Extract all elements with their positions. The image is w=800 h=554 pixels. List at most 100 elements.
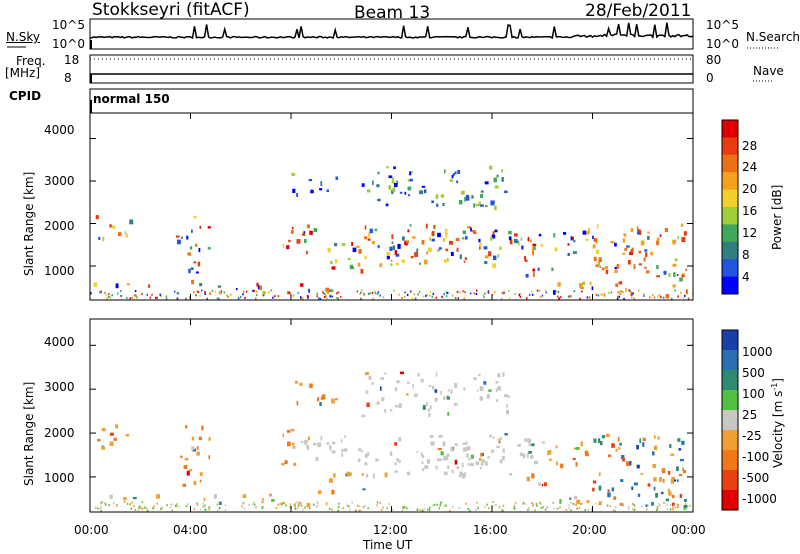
- power-echo: [195, 243, 198, 247]
- velocity-echo: [384, 372, 387, 375]
- power-echo: [287, 291, 290, 295]
- power-echo: [447, 258, 449, 262]
- power-near-range-echo: [657, 295, 659, 298]
- velocity-echo: [461, 462, 464, 468]
- velocity-echo: [572, 457, 576, 460]
- power-echo: [571, 236, 574, 240]
- power-echo: [306, 250, 308, 255]
- velocity-near-range-echo: [208, 506, 210, 509]
- velocity-echo: [425, 402, 428, 406]
- velocity-echo: [497, 373, 501, 378]
- power-near-range-echo: [165, 297, 168, 300]
- velocity-echo: [607, 492, 611, 498]
- power-near-range-echo: [264, 292, 267, 295]
- velocity-near-range-echo: [138, 505, 141, 508]
- power-near-range-echo: [131, 296, 133, 299]
- power-echo: [259, 285, 262, 291]
- xtick-4: 16:00: [473, 523, 508, 537]
- velocity-near-range-echo: [580, 503, 582, 505]
- power-echo: [533, 246, 536, 251]
- velocity-near-range-echo: [439, 504, 442, 507]
- power-near-range-echo: [133, 294, 136, 297]
- velocity-echo: [544, 482, 547, 487]
- velocity-echo: [306, 503, 311, 508]
- power-echo: [457, 169, 461, 174]
- power-near-range-echo: [160, 295, 162, 298]
- power-near-range-echo: [406, 294, 409, 296]
- power-near-range-echo: [214, 290, 217, 293]
- power-echo: [456, 180, 459, 184]
- power-echo: [462, 237, 465, 240]
- velocity-echo: [429, 435, 434, 438]
- power-echo: [282, 244, 285, 248]
- velocity-near-range-echo: [97, 507, 99, 510]
- velocity-near-range-echo: [422, 509, 424, 512]
- power-near-range-echo: [618, 291, 620, 294]
- velocity-near-range-echo: [316, 504, 318, 507]
- power-near-range-echo: [255, 294, 258, 297]
- power-echo: [644, 266, 647, 269]
- velocity-echo: [406, 471, 411, 476]
- power-echo: [377, 171, 380, 175]
- power-near-range-echo: [325, 295, 327, 298]
- velocity-echo: [574, 495, 578, 500]
- velocity-near-range-echo: [476, 501, 478, 504]
- power-echo: [414, 252, 418, 257]
- power-echo: [335, 259, 338, 264]
- velocity-echo: [376, 401, 380, 405]
- power-echo: [435, 194, 439, 199]
- velocity-echo: [647, 483, 651, 487]
- power-near-range-echo: [413, 293, 416, 296]
- velocity-echo: [366, 402, 370, 408]
- velocity-echo: [372, 473, 375, 479]
- power-echo: [650, 251, 653, 256]
- velocity-echo: [574, 447, 577, 450]
- power-echo: [492, 231, 495, 235]
- velocity-echo: [281, 463, 285, 466]
- power-near-range-echo: [109, 296, 111, 299]
- power-near-range-echo: [325, 291, 328, 294]
- velocity-echo: [481, 459, 486, 463]
- power-near-range-echo: [90, 292, 92, 295]
- power-echo: [386, 252, 391, 256]
- velocity-near-range-echo: [156, 502, 158, 505]
- velocity-echo: [447, 411, 450, 416]
- power-near-range-echo: [316, 292, 319, 295]
- power-near-range-echo: [536, 289, 539, 292]
- velocity-panel-frame: [89, 318, 694, 513]
- power-near-range-echo: [412, 297, 414, 300]
- power-echo: [432, 231, 435, 236]
- velocity-echo: [361, 473, 364, 476]
- power-echo: [508, 230, 512, 235]
- power-near-range-echo: [272, 296, 274, 299]
- power-echo: [431, 238, 435, 242]
- power-echo: [672, 284, 676, 288]
- velocity-echo: [380, 377, 384, 380]
- velocity-near-range-echo: [304, 506, 306, 509]
- power-near-range-echo: [100, 290, 102, 293]
- velocity-echo: [499, 459, 503, 464]
- velocity-near-range-echo: [224, 504, 227, 507]
- power-near-range-echo: [263, 294, 265, 297]
- power-colorbar-swatch: [722, 154, 738, 173]
- velocity-echo: [678, 473, 683, 477]
- velocity-echo: [440, 391, 442, 395]
- power-echo: [392, 176, 394, 182]
- power-echo: [425, 223, 428, 229]
- velocity-echo: [489, 434, 492, 438]
- velocity-echo: [321, 394, 326, 399]
- velocity-echo: [290, 428, 295, 432]
- power-near-range-echo: [531, 293, 534, 296]
- velocity-near-range-echo: [175, 505, 177, 508]
- velocity-echo: [113, 437, 117, 441]
- power-near-range-echo: [677, 295, 679, 298]
- power-near-range-echo: [356, 290, 359, 293]
- power-near-range-echo: [277, 295, 280, 298]
- power-scatter: [90, 165, 694, 300]
- power-echo: [493, 177, 497, 183]
- velocity-near-range-echo: [584, 509, 586, 512]
- power-near-range-echo: [332, 290, 334, 293]
- station-title: Stokkseyri (fitACF): [92, 0, 250, 20]
- velocity-near-range-echo: [546, 506, 549, 509]
- vel-cbar-tick-m500: -500: [742, 471, 770, 485]
